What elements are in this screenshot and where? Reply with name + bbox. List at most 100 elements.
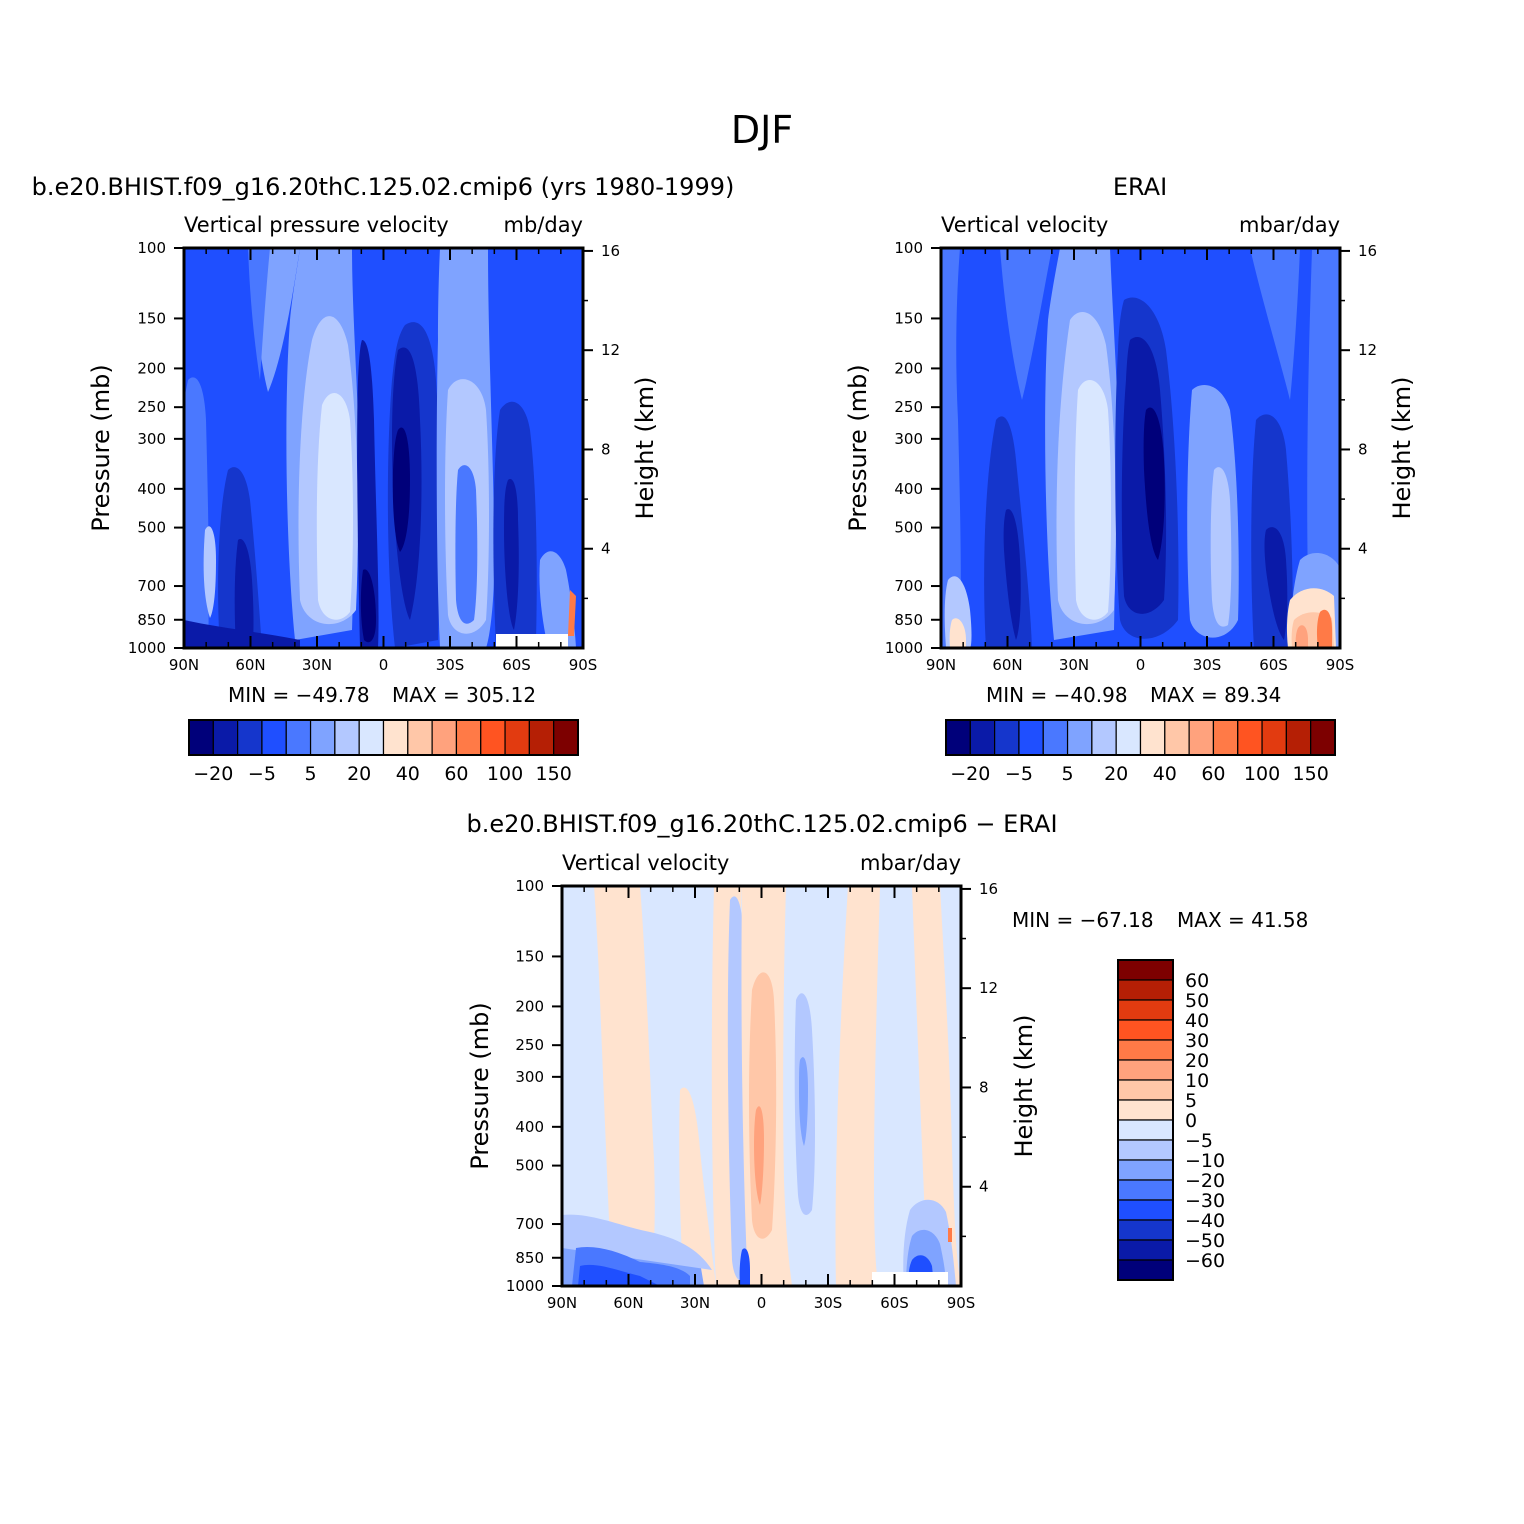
colorbar-box (1117, 999, 1174, 1021)
colorbar-box (1117, 1159, 1174, 1181)
y-tick-label: 200 (894, 359, 923, 377)
contour-band-pale-blue-surface (562, 1214, 712, 1270)
colorbar-box (1212, 719, 1239, 756)
y-tick-label: 200 (137, 359, 166, 377)
colorbar-box (1117, 1179, 1174, 1201)
contour-band-salmon-polar (1295, 625, 1308, 648)
x-tick-label: 60S (502, 656, 531, 674)
colorbar-box (455, 719, 482, 756)
contour-band-lightest-blue (316, 393, 353, 620)
y-axis-label-right: Height (km) (631, 377, 659, 520)
x-tick-label: 30N (680, 1294, 710, 1312)
colorbar-box (1117, 979, 1174, 1001)
colorbar-label: 60 (1185, 970, 1209, 992)
contour-band-dark-navy-equator (360, 569, 376, 643)
y-right-tick-label: 16 (601, 242, 620, 260)
colorbar-frame (188, 719, 579, 756)
contour-band-pale-blue-nh (203, 526, 216, 618)
axes-model: 90N 60N 30N 0 30S 60S 90S 100 150 200 250 300 400 500… (128, 239, 620, 674)
colorbar-box (1117, 1119, 1174, 1141)
y-right-tick-label: 4 (1358, 540, 1368, 558)
colorbar-box (261, 719, 287, 756)
missing-data-mask (872, 1272, 948, 1286)
colorbar-label: 150 (1293, 763, 1329, 785)
variable-label: Vertical pressure velocity (184, 213, 449, 237)
colorbar-box (1117, 1199, 1174, 1221)
colorbar-box (994, 719, 1020, 756)
x-tick-label: 90N (169, 656, 199, 674)
axes-diff: 90N 60N 30N 0 30S 60S 90S 100 150 200 250 300 400 500… (506, 877, 998, 1312)
colorbar-box (1188, 719, 1215, 756)
colorbar-box (1018, 719, 1044, 756)
contour-band-pale-peach-subtropic (679, 1087, 716, 1286)
panel-diff: b.e20.BHIST.f09_g16.20thC.125.02.cmip6 −… (466, 810, 1308, 1312)
colorbar-label: −30 (1185, 1190, 1225, 1212)
contour-band-orange-polar (568, 590, 576, 636)
colorbar-box (1237, 719, 1263, 756)
x-tick-label: 30N (1059, 656, 1089, 674)
panel-obs: ERAI Vertical velocity mbar/day (844, 173, 1416, 785)
y-tick-label: 1000 (885, 639, 923, 657)
colorbar-box (334, 719, 360, 756)
x-tick-label: 0 (757, 1294, 767, 1312)
units-label: mbar/day (1239, 213, 1340, 237)
colorbar-label: 20 (1185, 1050, 1209, 1072)
x-tick-label: 0 (1136, 656, 1146, 674)
colorbar-box (504, 719, 530, 756)
y-right-tick-label: 4 (601, 540, 611, 558)
y-tick-label: 400 (137, 480, 166, 498)
variable-label: Vertical velocity (941, 213, 1108, 237)
colorbar-box (1164, 719, 1190, 756)
y-tick-label: 150 (137, 309, 166, 327)
x-tick-label: 60N (613, 1294, 643, 1312)
colorbar-label: 50 (1185, 990, 1209, 1012)
colorbar-frame (1117, 959, 1174, 1281)
contour-band-pale-peach-arctic (949, 618, 966, 648)
colorbar-label: 60 (444, 763, 468, 785)
y-right-tick-label: 12 (601, 341, 620, 359)
colorbar-label: −60 (1185, 1250, 1225, 1272)
y-tick-label: 700 (515, 1215, 544, 1233)
colorbar-model: −20 −5 5 20 40 60 100 150 (188, 719, 579, 785)
colorbar-box (528, 719, 555, 756)
colorbar-label: −10 (1185, 1150, 1225, 1172)
y-right-tick-label: 4 (979, 1178, 989, 1196)
colorbar-box (945, 719, 971, 756)
contour-band-blue-equator-surface (739, 1248, 750, 1286)
y-tick-label: 100 (894, 239, 923, 257)
y-axis-label: Pressure (mb) (87, 364, 115, 531)
contour-band-medium-blue-sh (1250, 248, 1300, 400)
x-tick-label: 30N (302, 656, 332, 674)
plot-area (941, 248, 1340, 648)
colorbar-label: 100 (1244, 763, 1280, 785)
contour-band-pale-blue-polar (539, 551, 576, 648)
contour-band-peach-equator (749, 972, 777, 1239)
y-tick-label: 700 (894, 577, 923, 595)
x-tick-label: 30S (1193, 656, 1222, 674)
x-tick-label: 90S (947, 1294, 976, 1312)
y-axis-label: Pressure (mb) (844, 364, 872, 531)
y-tick-label: 400 (515, 1118, 544, 1136)
colorbar-box (1117, 1219, 1174, 1241)
colorbar-box (1117, 959, 1174, 981)
y-right-tick-label: 8 (601, 440, 611, 458)
x-tick-label: 90S (569, 656, 598, 674)
colorbar-box (1261, 719, 1287, 756)
colorbar-box (1091, 719, 1117, 756)
y-right-tick-label: 12 (979, 979, 998, 997)
y-tick-label: 250 (515, 1036, 544, 1054)
y-tick-label: 200 (515, 997, 544, 1015)
y-tick-label: 150 (894, 309, 923, 327)
y-tick-label: 500 (515, 1157, 544, 1175)
colorbar-box (188, 719, 214, 756)
colorbar-box (1310, 719, 1336, 756)
colorbar-box (1117, 1019, 1174, 1041)
y-tick-label: 150 (515, 947, 544, 965)
y-tick-label: 700 (137, 577, 166, 595)
colorbar-box (1117, 1259, 1174, 1281)
colorbar-box (212, 719, 239, 756)
x-tick-label: 0 (379, 656, 389, 674)
min-label: MIN = −67.18 (1012, 908, 1154, 932)
colorbar-label: 40 (1185, 1010, 1209, 1032)
page-title: DJF (731, 108, 793, 152)
